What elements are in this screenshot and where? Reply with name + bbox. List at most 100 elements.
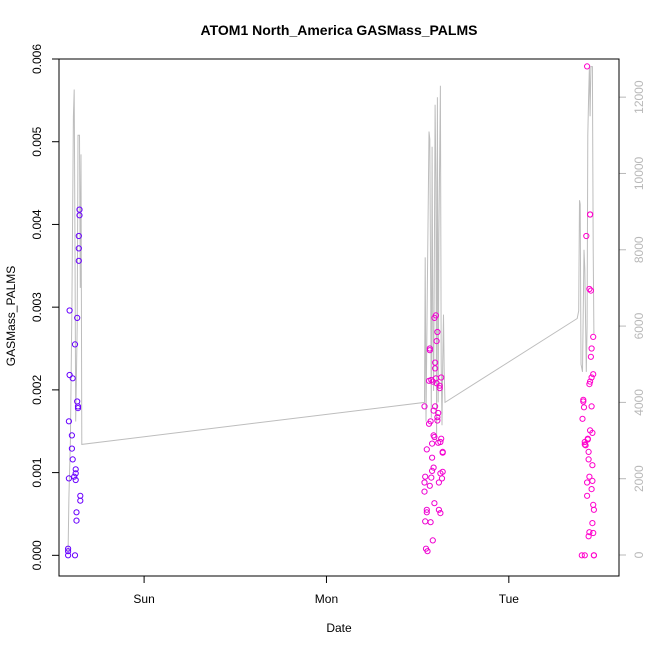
data-point-2-93 bbox=[584, 63, 591, 70]
data-point-0-25 bbox=[76, 206, 83, 213]
y-tick-label-3: 0.003 bbox=[30, 292, 44, 322]
y-tick-label-0: 0.000 bbox=[30, 540, 44, 570]
data-point-0-2 bbox=[65, 545, 72, 552]
data-point-1-56 bbox=[431, 500, 438, 507]
data-point-1-37 bbox=[423, 509, 430, 516]
data-point-0-1 bbox=[65, 548, 72, 555]
y2-tick-label-5: 10000 bbox=[632, 156, 646, 190]
data-point-0-24 bbox=[75, 232, 82, 240]
data-point-1-30 bbox=[421, 403, 428, 410]
data-point-1-42 bbox=[426, 347, 433, 354]
data-point-1-32 bbox=[421, 479, 428, 486]
data-point-2-112 bbox=[588, 374, 595, 381]
data-point-2-110 bbox=[588, 486, 595, 493]
data-point-1-33 bbox=[422, 473, 429, 480]
y2-tick-label-0: 0 bbox=[632, 551, 646, 558]
data-point-1-67 bbox=[434, 417, 441, 424]
data-point-1-60 bbox=[432, 359, 439, 366]
data-point-1-49 bbox=[429, 467, 436, 474]
data-point-1-76 bbox=[437, 509, 444, 517]
y-tick-label-1: 0.001 bbox=[30, 457, 44, 487]
data-point-2-98 bbox=[585, 448, 592, 455]
data-point-2-109 bbox=[587, 353, 595, 360]
data-point-0-13 bbox=[72, 466, 79, 473]
data-point-0-11 bbox=[71, 473, 78, 480]
data-point-0-16 bbox=[73, 517, 80, 524]
data-point-2-122 bbox=[590, 506, 598, 513]
data-point-2-90 bbox=[581, 441, 588, 448]
data-point-0-4 bbox=[65, 418, 73, 425]
data-point-0-17 bbox=[73, 509, 80, 516]
data-point-2-125 bbox=[581, 552, 588, 559]
data-point-0-9 bbox=[69, 456, 76, 463]
data-point-0-15 bbox=[72, 476, 79, 484]
data-point-1-43 bbox=[426, 345, 433, 352]
data-point-0-14 bbox=[72, 470, 79, 477]
data-point-2-94 bbox=[584, 479, 591, 486]
data-point-2-86 bbox=[579, 415, 586, 422]
data-point-1-46 bbox=[427, 418, 434, 425]
data-point-2-113 bbox=[588, 403, 595, 410]
data-point-2-101 bbox=[586, 285, 593, 293]
data-point-2-91 bbox=[582, 442, 589, 449]
y-tick-label-6: 0.006 bbox=[30, 44, 44, 74]
data-point-0-26 bbox=[76, 212, 83, 219]
data-point-1-73 bbox=[436, 385, 443, 392]
data-point-2-115 bbox=[589, 462, 596, 469]
data-point-2-121 bbox=[590, 529, 597, 537]
data-point-0-6 bbox=[66, 307, 73, 314]
data-point-1-44 bbox=[426, 482, 433, 489]
data-point-0-23 bbox=[75, 257, 82, 264]
data-point-1-45 bbox=[427, 519, 434, 526]
data-point-1-51 bbox=[429, 454, 436, 461]
data-point-1-70 bbox=[435, 479, 442, 486]
y2-tick-label-2: 4000 bbox=[632, 389, 646, 416]
data-point-1-52 bbox=[429, 378, 436, 385]
data-point-2-108 bbox=[587, 287, 595, 294]
data-point-2-88 bbox=[580, 398, 587, 405]
data-point-1-64 bbox=[433, 338, 440, 345]
y2-tick-label-1: 2000 bbox=[632, 465, 646, 492]
data-point-1-84 bbox=[430, 407, 437, 414]
data-point-2-119 bbox=[590, 371, 597, 378]
x-tick-label-0: Sun bbox=[133, 592, 154, 606]
data-point-1-72 bbox=[436, 382, 443, 389]
data-point-2-105 bbox=[587, 211, 594, 218]
data-point-1-57 bbox=[431, 433, 438, 441]
data-point-0-20 bbox=[74, 403, 82, 410]
data-point-1-68 bbox=[435, 409, 442, 417]
data-point-1-81 bbox=[439, 468, 446, 475]
data-point-0-19 bbox=[74, 314, 81, 321]
y2-tick-label-4: 8000 bbox=[632, 236, 646, 263]
data-point-0-0 bbox=[65, 552, 72, 559]
x-tick-label-2: Tue bbox=[499, 592, 520, 606]
data-point-1-38 bbox=[423, 446, 430, 453]
y-tick-label-4: 0.004 bbox=[30, 209, 44, 239]
line-series-layer bbox=[67, 66, 595, 552]
data-point-2-85 bbox=[578, 552, 585, 559]
data-point-1-71 bbox=[435, 506, 442, 513]
data-point-2-127 bbox=[586, 381, 593, 388]
y-tick-label-5: 0.005 bbox=[30, 126, 44, 156]
data-point-0-29 bbox=[71, 552, 79, 559]
data-point-1-53 bbox=[429, 537, 436, 544]
data-point-0-3 bbox=[65, 475, 73, 482]
data-point-0-22 bbox=[75, 245, 82, 252]
data-point-2-124 bbox=[590, 552, 598, 559]
data-point-1-79 bbox=[438, 475, 446, 482]
data-point-0-10 bbox=[69, 375, 76, 382]
data-point-1-59 bbox=[432, 365, 439, 372]
data-point-1-83 bbox=[432, 403, 439, 410]
data-point-1-50 bbox=[429, 440, 436, 447]
data-point-2-103 bbox=[586, 529, 593, 536]
data-point-0-7 bbox=[68, 432, 76, 439]
data-point-2-92 bbox=[583, 232, 590, 240]
y-tick-label-2: 0.002 bbox=[30, 375, 44, 405]
line-series-0 bbox=[67, 66, 595, 552]
data-point-0-8 bbox=[68, 445, 76, 452]
data-point-2-126 bbox=[581, 438, 588, 446]
data-point-2-99 bbox=[585, 456, 592, 463]
data-point-1-82 bbox=[439, 449, 446, 456]
data-point-2-117 bbox=[589, 520, 596, 527]
